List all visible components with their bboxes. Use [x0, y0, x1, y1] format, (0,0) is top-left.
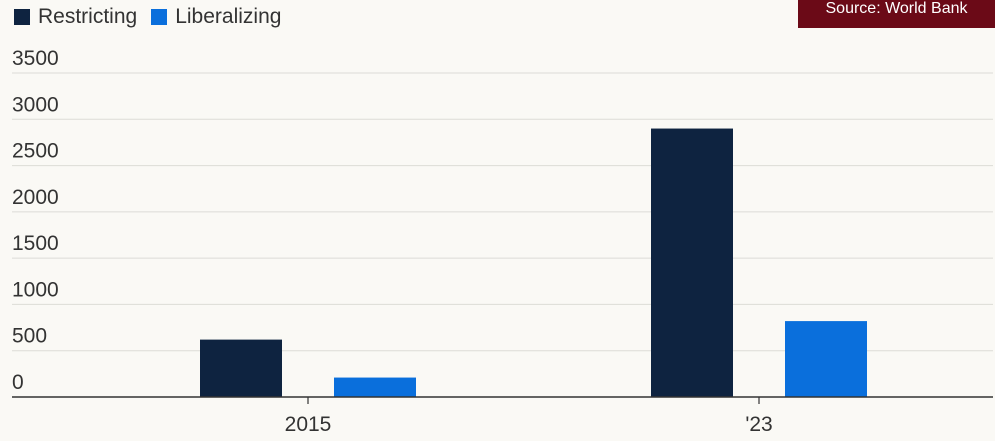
y-tick-label: 2000 [12, 186, 59, 209]
chart-legend: Restricting Liberalizing [14, 5, 281, 29]
legend-label-liberalizing: Liberalizing [175, 5, 282, 28]
legend-swatch-restricting [14, 9, 30, 25]
bar-liberalizing [785, 321, 867, 397]
bar-restricting [200, 339, 282, 397]
y-tick-label: 3500 [12, 47, 59, 70]
y-tick-label: 2500 [12, 140, 59, 163]
legend-label-restricting: Restricting [38, 5, 138, 28]
bar-restricting [651, 128, 733, 398]
y-tick-label: 1000 [12, 278, 59, 301]
bar-liberalizing [334, 377, 416, 397]
y-tick-label: 500 [12, 325, 47, 348]
legend-item-liberalizing: Liberalizing [151, 5, 281, 29]
x-tick-label: '23 [745, 413, 772, 436]
y-tick-label: 1500 [12, 232, 59, 255]
source-badge: Source: World Bank [798, 0, 995, 28]
y-tick-label: 0 [12, 371, 24, 394]
x-tick-label: 2015 [285, 413, 332, 436]
y-tick-label: 3000 [12, 93, 59, 116]
legend-swatch-liberalizing [151, 9, 168, 25]
legend-item-restricting: Restricting [14, 5, 137, 29]
